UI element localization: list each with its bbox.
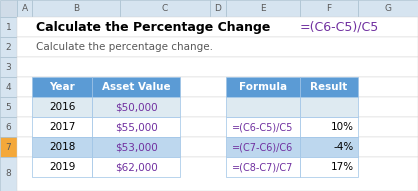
Text: $62,000: $62,000 [115,162,157,172]
Text: Result: Result [311,82,348,92]
Text: 10%: 10% [331,122,354,132]
Text: =(C6-C5)/C5: =(C6-C5)/C5 [300,20,379,33]
Bar [17,137,418,157]
Bar [92,77,180,97]
Text: F: F [326,4,331,13]
Text: $55,000: $55,000 [115,122,157,132]
Text: Calculate the percentage change.: Calculate the percentage change. [36,42,213,52]
Text: 8: 8 [5,169,11,179]
Bar [0,77,17,97]
Text: 2019: 2019 [49,162,75,172]
Text: Asset Value: Asset Value [102,82,170,92]
Text: 2018: 2018 [49,142,75,152]
Bar [226,157,300,177]
Bar [210,0,226,17]
Bar [300,117,358,137]
Text: -4%: -4% [334,142,354,152]
Text: 7: 7 [5,142,11,151]
Bar [32,137,92,157]
Bar [17,0,32,17]
Text: =(C8-C7)/C7: =(C8-C7)/C7 [232,162,294,172]
Bar [17,37,418,57]
Text: 17%: 17% [331,162,354,172]
Bar [226,137,300,157]
Bar [32,97,92,117]
Text: $50,000: $50,000 [115,102,157,112]
Bar [300,0,358,17]
Bar [17,57,418,77]
Bar [32,117,92,137]
Bar [0,157,17,191]
Bar [0,17,17,37]
Bar [32,157,92,177]
Bar [300,97,358,117]
Text: Year: Year [49,82,75,92]
Bar [17,157,418,191]
Text: 2017: 2017 [49,122,75,132]
Bar [358,0,418,17]
Bar [226,117,300,137]
Bar [17,77,418,97]
Text: Calculate the Percentage Change: Calculate the Percentage Change [36,20,270,33]
Bar [226,77,300,97]
Bar [0,37,17,57]
Bar [0,0,17,17]
Bar [17,97,418,117]
Bar [300,137,358,157]
Text: 1: 1 [5,23,11,32]
Bar [0,57,17,77]
Bar [0,97,17,117]
Bar [0,137,17,157]
Text: $53,000: $53,000 [115,142,157,152]
Bar [0,117,17,137]
Text: E: E [260,4,266,13]
Text: A: A [21,4,28,13]
Bar [92,117,180,137]
Bar [92,137,180,157]
Bar [120,0,210,17]
Text: 2016: 2016 [49,102,75,112]
Text: =(C7-C6)/C6: =(C7-C6)/C6 [232,142,293,152]
Bar [17,117,418,137]
Bar [226,97,300,117]
Text: C: C [162,4,168,13]
Text: =(C6-C5)/C5: =(C6-C5)/C5 [232,122,294,132]
Text: G: G [385,4,392,13]
Text: B: B [73,4,79,13]
Text: 4: 4 [6,83,11,91]
Text: 5: 5 [5,103,11,112]
Bar [17,17,418,37]
Bar [300,157,358,177]
Bar [226,0,300,17]
Bar [300,77,358,97]
Text: Formula: Formula [239,82,287,92]
Bar [32,0,120,17]
Bar [92,97,180,117]
Text: D: D [214,4,222,13]
Bar [32,77,92,97]
Text: 3: 3 [5,62,11,71]
Bar [92,157,180,177]
Text: 6: 6 [5,122,11,131]
Text: 2: 2 [6,43,11,52]
